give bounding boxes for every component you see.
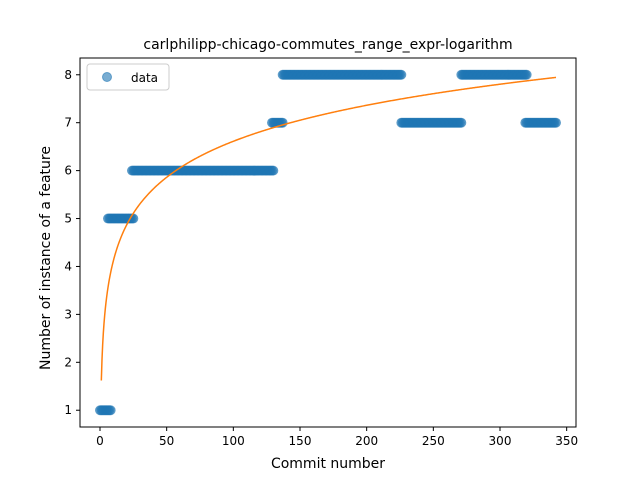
y-axis-ticks: 1 2 3 4 5 6 7 8 — [64, 68, 80, 417]
x-tick-label: 300 — [489, 434, 512, 448]
axes-frame — [79, 57, 577, 428]
x-axis-label: Commit number — [271, 456, 385, 472]
x-axis-ticks: 0 50 100 150 200 250 300 350 — [96, 427, 578, 448]
fit-line — [100, 76, 557, 381]
series-layer — [95, 69, 561, 416]
x-tick-label: 250 — [422, 434, 445, 448]
y-tick-label: 1 — [64, 403, 72, 417]
y-tick-label: 5 — [64, 212, 72, 226]
y-tick-label: 2 — [64, 355, 72, 369]
legend: data — [86, 63, 170, 91]
fit-layer — [100, 76, 557, 381]
data-point — [396, 69, 407, 80]
x-tick-label: 150 — [289, 434, 312, 448]
data-point — [551, 117, 561, 128]
y-tick-label: 4 — [64, 259, 72, 273]
y-tick-label: 6 — [64, 164, 72, 178]
legend-label-data: data — [131, 71, 158, 85]
plot-area — [95, 69, 561, 416]
y-tick-label: 7 — [64, 116, 72, 130]
x-tick-label: 350 — [555, 434, 578, 448]
data-point — [105, 405, 116, 416]
chart-title: carlphilipp-chicago-commutes_range_expr-… — [143, 37, 512, 53]
y-tick-label: 8 — [64, 68, 72, 82]
x-tick-label: 100 — [222, 434, 245, 448]
data-point — [521, 69, 532, 80]
legend-box — [86, 63, 170, 91]
x-tick-label: 200 — [355, 434, 378, 448]
y-axis-label: Number of instance of a feature — [38, 146, 54, 370]
x-tick-label: 50 — [159, 434, 174, 448]
legend-marker-data — [102, 72, 112, 82]
x-tick-label: 0 — [96, 434, 104, 448]
data-point — [268, 165, 279, 176]
data-point — [456, 117, 467, 128]
y-tick-label: 3 — [64, 307, 72, 321]
